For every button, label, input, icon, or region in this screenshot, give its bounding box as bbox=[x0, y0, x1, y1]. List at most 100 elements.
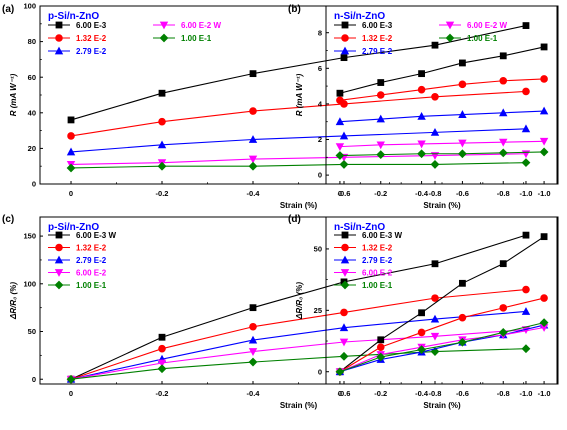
series bbox=[336, 233, 548, 376]
series-line bbox=[339, 236, 545, 373]
data-point bbox=[67, 132, 75, 140]
series bbox=[66, 344, 531, 384]
y-tick-label: 100 bbox=[23, 279, 36, 288]
legend-label: 6.00 E-2 W bbox=[467, 21, 507, 30]
x-tick-label: 0 bbox=[69, 389, 73, 398]
legend-marker bbox=[55, 231, 63, 239]
data-point bbox=[539, 318, 549, 328]
y-tick-label: 80 bbox=[28, 37, 36, 46]
data-point bbox=[521, 307, 531, 315]
data-point bbox=[499, 138, 508, 147]
series bbox=[336, 75, 548, 105]
y-tick-label: 4 bbox=[318, 100, 323, 109]
y-axis-label: ΔR/R₀ (%) bbox=[9, 282, 18, 320]
x-tick-label: 0 bbox=[338, 389, 342, 398]
data-point bbox=[158, 117, 166, 126]
x-axis-label: Strain (%) bbox=[423, 201, 461, 210]
series bbox=[336, 43, 548, 97]
data-point bbox=[248, 335, 258, 344]
series bbox=[335, 106, 549, 126]
data-point bbox=[522, 87, 530, 96]
legend-marker bbox=[54, 280, 64, 290]
data-point bbox=[377, 79, 385, 86]
legend-label: 6.00 E-2 bbox=[362, 269, 393, 278]
data-point bbox=[521, 158, 531, 168]
legend-marker bbox=[341, 231, 349, 239]
legend-marker bbox=[445, 33, 455, 43]
legend: 6.00 E-3 W 1.32 E-2 2.79 E-2 6.00 E-2 1.00 E… bbox=[334, 231, 402, 290]
data-point bbox=[376, 352, 386, 362]
legend-marker bbox=[159, 33, 169, 43]
series bbox=[66, 158, 531, 173]
data-point bbox=[417, 85, 426, 94]
data-point bbox=[376, 343, 385, 351]
series-line bbox=[339, 151, 545, 157]
data-point bbox=[459, 279, 466, 287]
x-tick-label: 0 bbox=[338, 189, 342, 198]
chart-panel: (d) 0 -0.2 -0.4 -0.6 -0.8 -1.0 0 25 50 Strain (%) Δ… bbox=[288, 214, 559, 410]
y-tick-label: 25 bbox=[314, 306, 322, 315]
legend-label: 6.00 E-3 W bbox=[362, 231, 402, 240]
data-point bbox=[417, 345, 426, 355]
series-line bbox=[71, 162, 526, 169]
series-line bbox=[339, 110, 545, 123]
series-line bbox=[339, 46, 545, 94]
data-point bbox=[431, 92, 439, 101]
legend-label: 6.00 E-3 bbox=[362, 21, 393, 30]
data-point bbox=[499, 108, 508, 117]
legend-marker bbox=[54, 46, 64, 55]
panel-label: (a) bbox=[2, 4, 14, 15]
legend-marker bbox=[341, 243, 349, 252]
data-point bbox=[339, 160, 349, 169]
data-point bbox=[249, 70, 257, 78]
series-line bbox=[70, 310, 527, 380]
data-point bbox=[521, 326, 531, 335]
y-tick-label: 0 bbox=[318, 367, 322, 376]
data-point bbox=[539, 324, 549, 332]
y-tick-label: 0 bbox=[32, 180, 36, 189]
data-point bbox=[431, 41, 439, 49]
panel-label: (b) bbox=[288, 4, 301, 15]
x-tick-label: -0.6 bbox=[456, 389, 469, 398]
x-tick-label: -1.0 bbox=[538, 189, 551, 198]
legend-marker bbox=[55, 243, 63, 252]
data-point bbox=[459, 59, 466, 67]
data-point bbox=[522, 231, 530, 239]
data-point bbox=[67, 116, 75, 124]
data-point bbox=[376, 150, 386, 160]
legend-label: 1.00 E-1 bbox=[362, 281, 393, 290]
data-point bbox=[431, 294, 439, 302]
data-point bbox=[157, 161, 167, 171]
legend-label: 1.32 E-2 bbox=[76, 244, 107, 253]
x-tick-label: -0.6 bbox=[338, 389, 351, 398]
data-point bbox=[521, 344, 531, 354]
legend-marker bbox=[340, 46, 350, 55]
legend-marker bbox=[445, 21, 455, 30]
series-line bbox=[70, 288, 527, 380]
series-line bbox=[339, 297, 545, 373]
x-tick-label: -0.2 bbox=[156, 389, 169, 398]
data-point bbox=[458, 313, 467, 322]
legend-marker bbox=[54, 269, 64, 277]
data-point bbox=[335, 143, 345, 152]
data-point bbox=[522, 22, 530, 29]
series bbox=[335, 137, 549, 152]
chart-title: n-Si/n-ZnO bbox=[334, 222, 385, 233]
data-point bbox=[157, 359, 167, 368]
data-point bbox=[335, 117, 345, 126]
x-tick-label: -0.4 bbox=[415, 189, 429, 198]
data-point bbox=[376, 91, 385, 99]
data-point bbox=[158, 333, 166, 341]
series-line bbox=[70, 348, 526, 380]
data-point bbox=[458, 80, 467, 89]
data-point bbox=[336, 89, 344, 97]
series-line bbox=[71, 153, 526, 165]
x-axis-label: Strain (%) bbox=[423, 401, 461, 410]
series-line bbox=[70, 234, 527, 380]
data-point bbox=[458, 337, 467, 347]
data-point bbox=[376, 141, 385, 150]
legend-label: 1.32 E-2 bbox=[76, 34, 107, 43]
y-tick-label: 20 bbox=[28, 144, 36, 153]
legend-marker bbox=[341, 34, 349, 42]
